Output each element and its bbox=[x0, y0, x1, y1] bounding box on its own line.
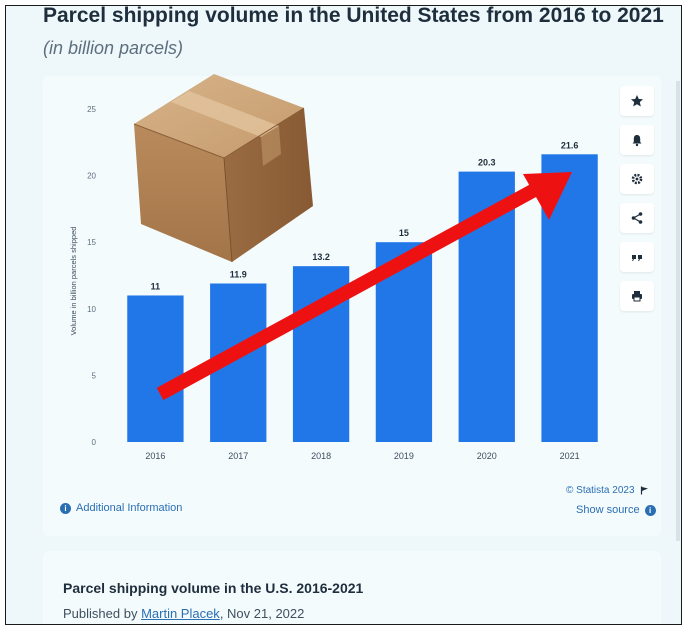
info-icon: i bbox=[644, 504, 656, 516]
flag-icon bbox=[640, 486, 648, 495]
value-label-2021: 21.6 bbox=[561, 140, 579, 150]
x-tick-label-2021: 2021 bbox=[560, 451, 580, 461]
show-source-label: Show source bbox=[576, 504, 640, 516]
notification-button[interactable] bbox=[620, 125, 654, 155]
value-label-2019: 15 bbox=[399, 228, 409, 238]
share-icon bbox=[631, 212, 643, 224]
published-prefix: Published by bbox=[63, 606, 142, 621]
info-icon: i bbox=[60, 502, 71, 514]
quote-icon bbox=[632, 255, 642, 261]
statistic-details: Parcel shipping volume in the U.S. 2016-… bbox=[43, 551, 661, 624]
y-tick-label: 25 bbox=[87, 105, 96, 114]
bar-chart: 0 5 10 15 20 25 11 11.9 13.2 15 20.3 21.6 2016 2017… bbox=[69, 74, 598, 461]
share-button[interactable] bbox=[620, 203, 654, 233]
x-tick-label-2018: 2018 bbox=[311, 451, 331, 461]
page-title: Parcel shipping volume in the United Sta… bbox=[43, 5, 664, 27]
published-byline: Published by Martin Placek, Nov 21, 2022 bbox=[63, 606, 304, 621]
favorite-button[interactable] bbox=[620, 86, 654, 116]
additional-information-label: Additional Information bbox=[76, 502, 183, 514]
scroll-edge bbox=[676, 81, 680, 541]
author-link[interactable]: Martin Placek bbox=[141, 606, 220, 621]
value-label-2016: 11 bbox=[151, 281, 161, 291]
show-source-link[interactable]: Show source i bbox=[576, 504, 656, 516]
credit-text: © Statista 2023 bbox=[566, 485, 635, 496]
y-tick-label: 10 bbox=[87, 305, 96, 314]
y-tick-label: 15 bbox=[87, 238, 96, 247]
x-tick-label-2016: 2016 bbox=[145, 451, 165, 461]
value-label-2020: 20.3 bbox=[478, 158, 496, 168]
cardboard-box-illustration bbox=[133, 74, 313, 263]
details-title: Parcel shipping volume in the U.S. 2016-… bbox=[63, 580, 364, 596]
statista-credit[interactable]: © Statista 2023 bbox=[566, 485, 649, 496]
print-icon bbox=[632, 291, 642, 302]
additional-information-link[interactable]: i Additional Information bbox=[60, 502, 182, 514]
value-label-2018: 13.2 bbox=[312, 252, 330, 262]
value-label-2017: 11.9 bbox=[230, 269, 247, 279]
star-icon bbox=[631, 95, 643, 107]
bell-icon bbox=[632, 135, 642, 147]
bar-2016[interactable] bbox=[127, 295, 184, 442]
y-tick-label: 20 bbox=[87, 172, 96, 181]
settings-button[interactable] bbox=[620, 164, 654, 194]
x-tick-label-2020: 2020 bbox=[477, 451, 497, 461]
print-button[interactable] bbox=[620, 281, 654, 311]
y-tick-label: 5 bbox=[92, 371, 97, 380]
x-tick-label-2017: 2017 bbox=[228, 451, 248, 461]
screenshot-frame: Parcel shipping volume in the United Sta… bbox=[5, 5, 682, 625]
published-date: , Nov 21, 2022 bbox=[219, 606, 305, 621]
y-axis-label: Volume in billion parcels shipped bbox=[69, 227, 78, 336]
trend-arrow bbox=[156, 172, 572, 401]
page-subtitle: (in billion parcels) bbox=[43, 38, 184, 58]
cite-button[interactable] bbox=[620, 242, 654, 272]
x-tick-label-2019: 2019 bbox=[394, 451, 414, 461]
gear-icon bbox=[631, 173, 643, 185]
y-tick-label: 0 bbox=[92, 438, 97, 447]
